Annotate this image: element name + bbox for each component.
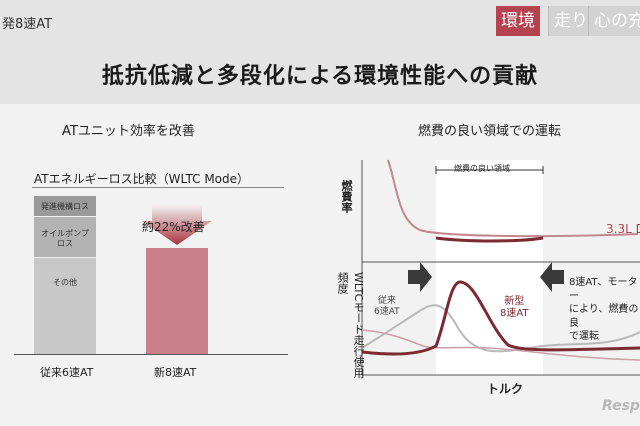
old-at-curve-secondary	[361, 329, 640, 361]
improvement-arrow	[142, 205, 212, 245]
x-label-old: 従来6速AT	[40, 366, 94, 379]
left-baseline	[14, 354, 288, 355]
right-heading: 燃費の良い領域での運転	[418, 124, 562, 139]
nav-tab-mind[interactable]: 心の充	[588, 6, 640, 36]
old-bar-launch-loss: 発進機構ロス	[34, 196, 96, 216]
improvement-label: 約22%改善	[142, 220, 205, 234]
new-bar	[146, 248, 208, 354]
band-label: 燃費の良い領域	[454, 164, 510, 173]
old-bar-other-label: その他	[53, 278, 77, 287]
header-subtitle: 発8速AT	[2, 17, 53, 32]
new-at-curve	[361, 280, 640, 356]
nav-tab-driving[interactable]: 走り	[548, 6, 593, 36]
x-label-new: 新8速AT	[154, 366, 197, 379]
fuel-efficiency-diagram	[361, 159, 640, 376]
note-text: 8速AT、モーター により、燃費の良 で運転	[569, 277, 639, 342]
old-bar-launch-label: 発進機構ロス	[41, 202, 89, 211]
engine-label: 3.3L D	[606, 222, 640, 236]
new-at-label: 新型 8速AT	[500, 296, 529, 319]
old-bar-pump-label: オイルポンプ ロス	[41, 229, 89, 248]
good-efficiency-band	[436, 160, 543, 375]
arrow-right-icon	[408, 262, 432, 292]
watermark: Resp	[602, 398, 640, 414]
old-bar-other-loss: その他	[34, 258, 96, 354]
y-label-fuel-rate: 燃費率	[340, 180, 353, 213]
old-at-curve	[361, 304, 640, 353]
chart-title-rule	[32, 187, 284, 188]
bsfc-curve	[387, 159, 639, 238]
left-heading: ATユニット効率を改善	[62, 124, 195, 139]
arrow-left-icon	[540, 262, 564, 292]
x-axis-label: トルク	[487, 382, 524, 396]
old-bar-pump-loss: オイルポンプ ロス	[34, 217, 96, 257]
old-at-label: 従来 6速AT	[374, 296, 400, 317]
nav-tab-environment[interactable]: 環境	[496, 6, 540, 36]
chart-title: ATエネルギーロス比較（WLTC Mode）	[34, 172, 250, 186]
slide-title: 抵抗低減と多段化による環境性能への貢献	[101, 64, 539, 89]
y-label-frequency: WLTCモード走行使用頻度	[336, 272, 365, 379]
bsfc-curve-highlight	[435, 236, 544, 243]
